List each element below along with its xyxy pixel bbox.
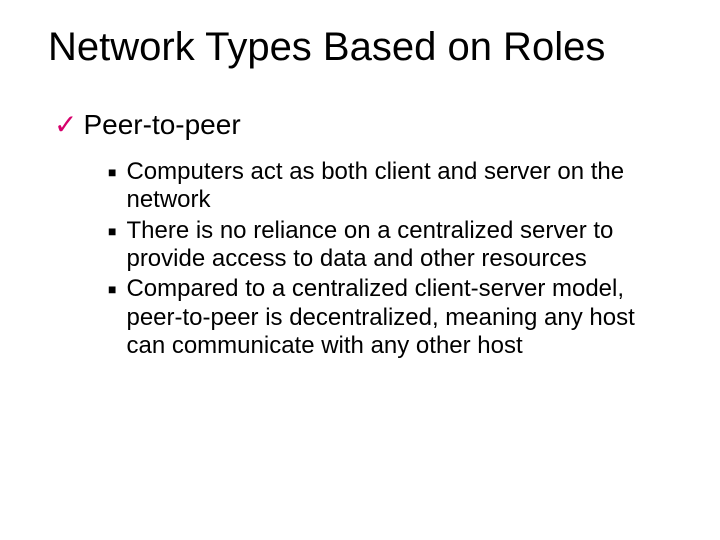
list-item: ■ There is no reliance on a centralized …	[108, 217, 660, 274]
square-bullet-icon: ■	[108, 217, 116, 245]
slide-title: Network Types Based on Roles	[48, 24, 672, 70]
square-bullet-icon: ■	[108, 275, 116, 303]
list-item: ■ Compared to a centralized client-serve…	[108, 275, 660, 360]
bullet-text: There is no reliance on a centralized se…	[126, 217, 660, 274]
slide: Network Types Based on Roles ✓ Peer-to-p…	[0, 0, 720, 540]
square-bullet-icon: ■	[108, 158, 116, 186]
bullet-text: Compared to a centralized client-server …	[126, 275, 660, 360]
checkmark-icon: ✓	[54, 108, 77, 142]
list-item: ■ Computers act as both client and serve…	[108, 158, 660, 215]
heading-row: ✓ Peer-to-peer	[54, 108, 241, 142]
bullet-list: ■ Computers act as both client and serve…	[108, 158, 660, 362]
bullet-text: Computers act as both client and server …	[126, 158, 660, 215]
heading-text: Peer-to-peer	[83, 108, 240, 142]
